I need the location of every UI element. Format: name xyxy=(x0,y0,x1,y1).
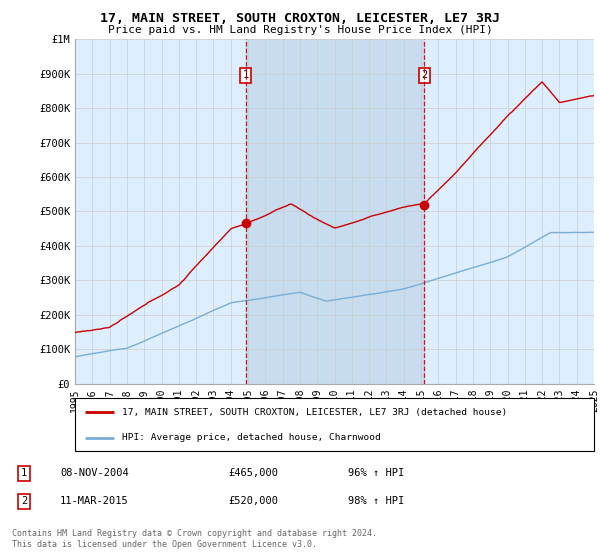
Text: HPI: Average price, detached house, Charnwood: HPI: Average price, detached house, Char… xyxy=(122,433,380,442)
Text: 2: 2 xyxy=(421,71,427,81)
Text: £520,000: £520,000 xyxy=(228,496,278,506)
Text: Price paid vs. HM Land Registry's House Price Index (HPI): Price paid vs. HM Land Registry's House … xyxy=(107,25,493,35)
FancyBboxPatch shape xyxy=(75,398,594,451)
Text: 1: 1 xyxy=(242,71,249,81)
Text: 98% ↑ HPI: 98% ↑ HPI xyxy=(348,496,404,506)
Text: 1: 1 xyxy=(21,468,27,478)
Text: Contains HM Land Registry data © Crown copyright and database right 2024.
This d: Contains HM Land Registry data © Crown c… xyxy=(12,529,377,549)
Text: 17, MAIN STREET, SOUTH CROXTON, LEICESTER, LE7 3RJ (detached house): 17, MAIN STREET, SOUTH CROXTON, LEICESTE… xyxy=(122,408,507,417)
Text: 96% ↑ HPI: 96% ↑ HPI xyxy=(348,468,404,478)
Text: 11-MAR-2015: 11-MAR-2015 xyxy=(60,496,129,506)
Bar xyxy=(245,39,424,384)
Text: 17, MAIN STREET, SOUTH CROXTON, LEICESTER, LE7 3RJ: 17, MAIN STREET, SOUTH CROXTON, LEICESTE… xyxy=(100,12,500,25)
Text: £465,000: £465,000 xyxy=(228,468,278,478)
Text: 08-NOV-2004: 08-NOV-2004 xyxy=(60,468,129,478)
Text: 2: 2 xyxy=(21,496,27,506)
